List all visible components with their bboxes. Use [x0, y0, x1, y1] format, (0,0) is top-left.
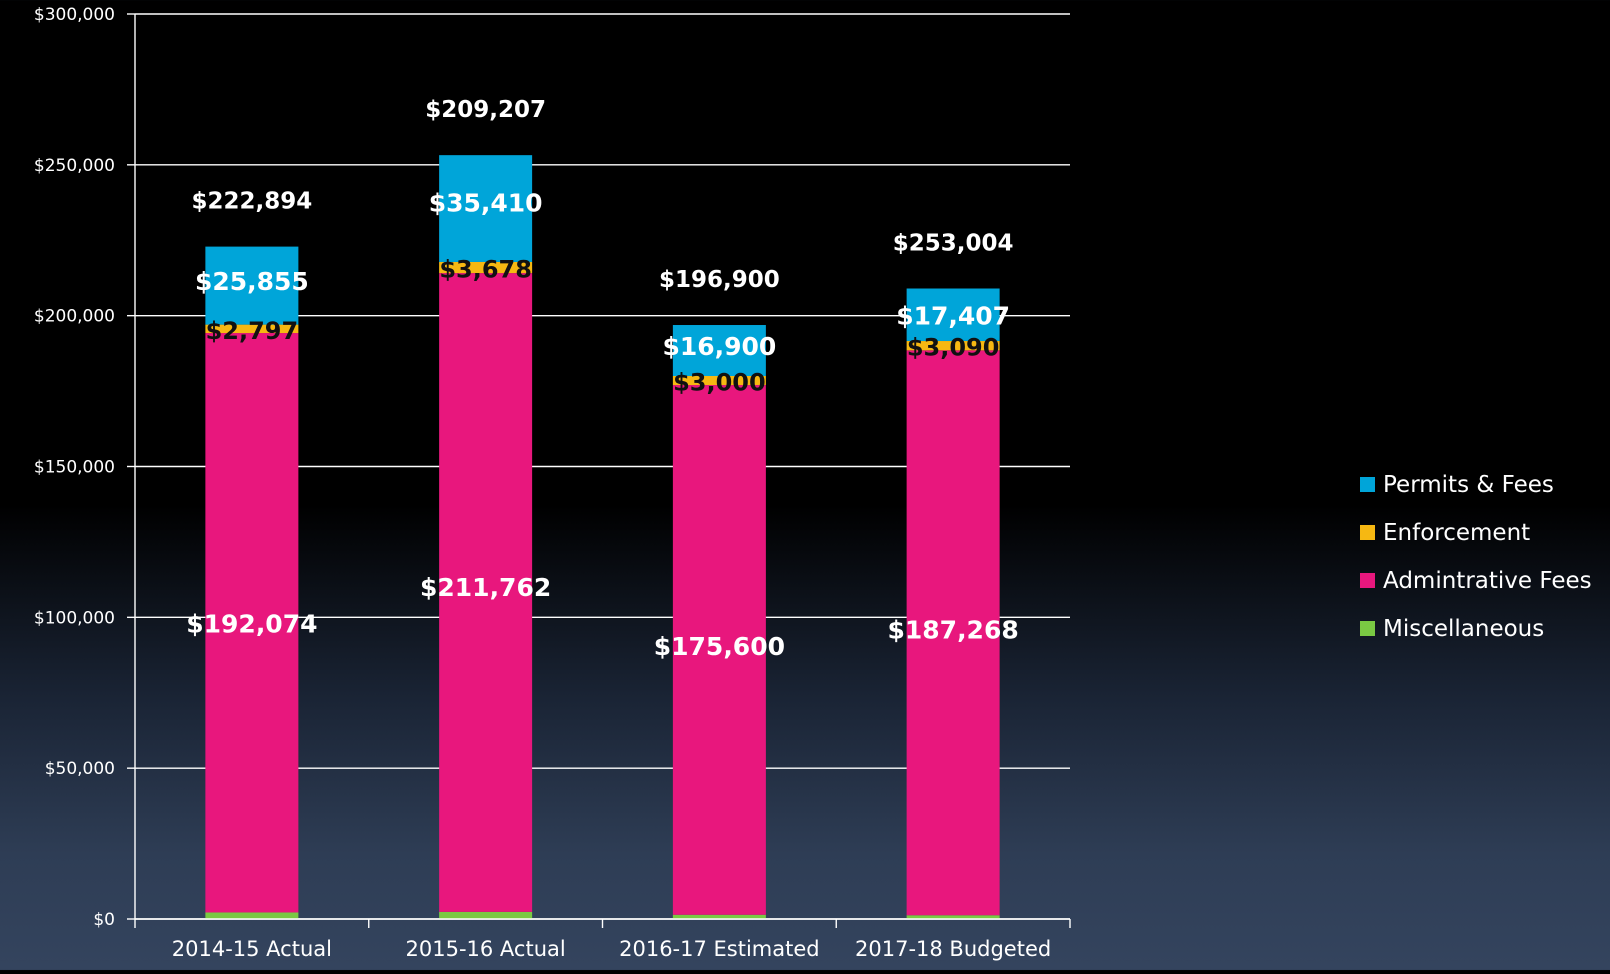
- data-labels: $192,074 $2,797 $25,855 $222,894 $211,762 $3,…: [186, 97, 1019, 661]
- legend-label: Enforcement: [1383, 520, 1530, 546]
- legend-swatch: [1360, 525, 1375, 540]
- y-tick-label: $200,000: [34, 307, 115, 327]
- bar-segment-miscellaneous: [439, 911, 533, 919]
- segment-data-label: $2,797: [206, 317, 299, 345]
- segment-data-label: $16,900: [662, 332, 776, 361]
- segment-data-label: $35,410: [429, 189, 543, 218]
- bar-total-label: $196,900: [659, 267, 780, 293]
- y-tick-label: $50,000: [45, 759, 115, 779]
- bar-total-label: $209,207: [425, 97, 546, 123]
- bar-segment-permits-fees: [672, 325, 766, 376]
- segment-data-label: $192,074: [186, 609, 317, 638]
- x-category-label: 2015-16 Actual: [406, 937, 566, 961]
- legend: Permits & Fees Enforcement Admintrative Fe…: [1360, 472, 1592, 642]
- legend-swatch: [1360, 621, 1375, 636]
- legend-swatch: [1360, 573, 1375, 588]
- bar-segment-administrative-fees: [205, 333, 299, 913]
- segment-data-label: $17,407: [896, 302, 1010, 331]
- bar-segment-permits-fees: [906, 288, 1000, 342]
- legend-label: Miscellaneous: [1383, 616, 1544, 642]
- bar-segment-miscellaneous: [906, 915, 1000, 919]
- segment-data-label: $25,855: [195, 267, 309, 296]
- bar-segment-enforcement: [205, 324, 299, 334]
- bar-segment-miscellaneous: [205, 912, 299, 919]
- y-tick-label: $250,000: [34, 156, 115, 176]
- axes: $0 $50,000 $100,000 $150,000 $200,000 $250,00…: [34, 5, 1071, 961]
- legend-swatch: [1360, 477, 1375, 492]
- segment-data-label: $187,268: [887, 615, 1018, 644]
- x-category-label: 2014-15 Actual: [172, 937, 332, 961]
- legend-label: Admintrative Fees: [1383, 568, 1592, 594]
- x-category-label: 2016-17 Estimated: [619, 937, 820, 961]
- bar-segment-enforcement: [906, 341, 1000, 351]
- bar-total-label: $253,004: [893, 231, 1014, 257]
- bar-segment-miscellaneous: [672, 914, 766, 919]
- segment-data-label: $3,090: [907, 334, 1000, 362]
- bars: [205, 155, 1000, 919]
- bar-segment-enforcement: [439, 261, 533, 274]
- legend-label: Permits & Fees: [1383, 472, 1554, 498]
- y-tick-label: $0: [93, 910, 115, 930]
- bar-segment-administrative-fees: [439, 273, 533, 912]
- segment-data-label: $3,000: [673, 369, 766, 397]
- y-tick-label: $150,000: [34, 458, 115, 478]
- bar-segment-permits-fees: [439, 155, 533, 262]
- segment-data-label: $3,678: [439, 256, 532, 284]
- bar-segment-administrative-fees: [906, 350, 1000, 916]
- bar-segment-permits-fees: [205, 246, 299, 325]
- bar-segment-enforcement: [672, 376, 766, 386]
- x-category-label: 2017-18 Budgeted: [855, 937, 1051, 961]
- y-tick-label: $100,000: [34, 608, 115, 628]
- segment-data-label: $211,762: [420, 573, 551, 602]
- bar-total-label: $222,894: [191, 189, 312, 215]
- segment-data-label: $175,600: [654, 632, 785, 661]
- y-tick-label: $300,000: [34, 5, 115, 25]
- bar-segment-administrative-fees: [672, 385, 766, 915]
